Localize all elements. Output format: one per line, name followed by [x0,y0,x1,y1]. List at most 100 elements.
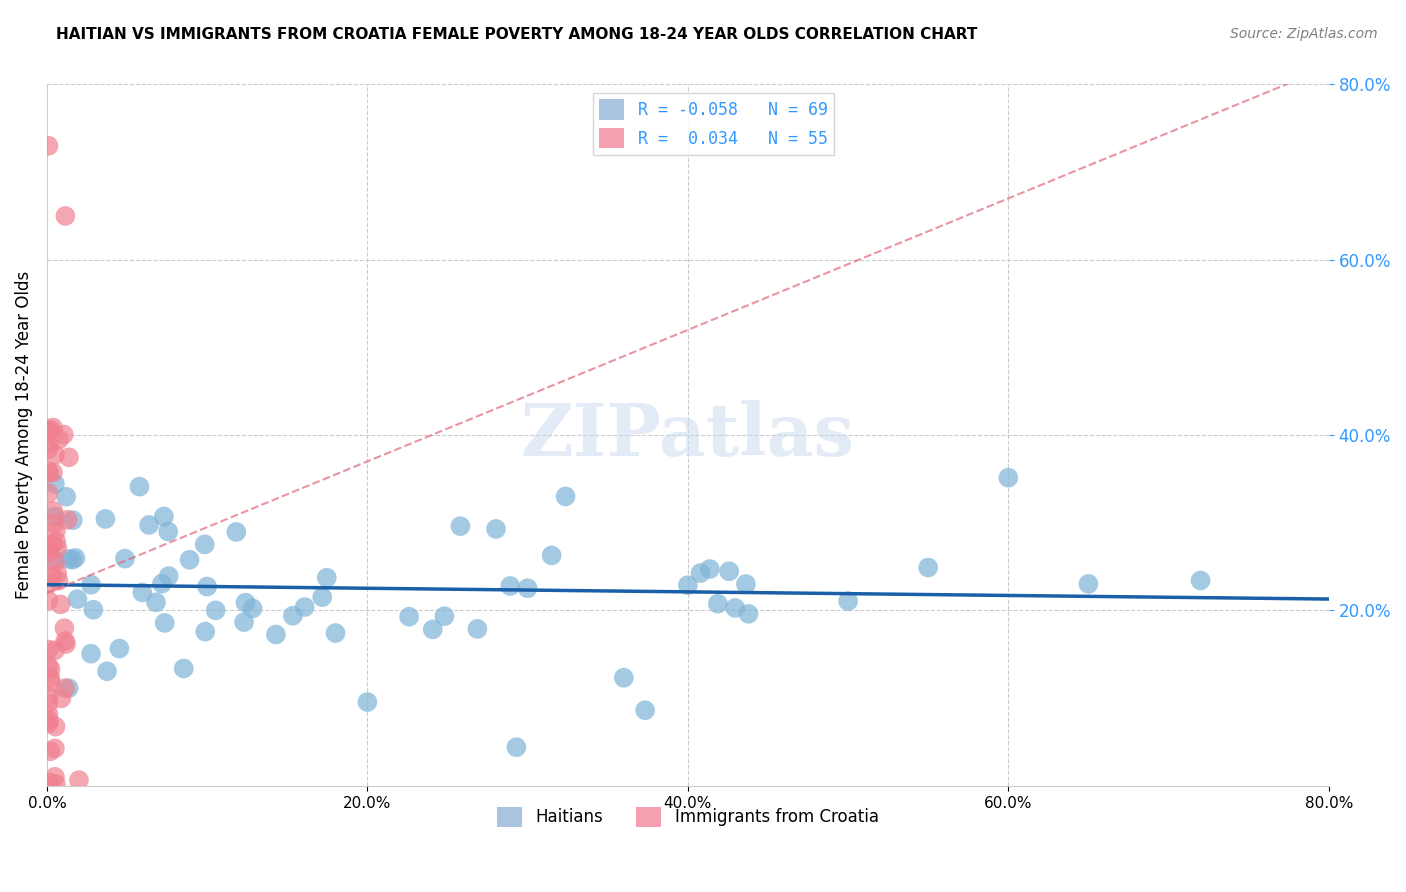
Immigrants from Croatia [44,741,66,756]
Haitians [225,524,247,539]
Immigrants from Croatia [38,576,60,591]
Haitians [1189,574,1212,588]
Immigrants from Croatia [37,138,59,153]
Immigrants from Croatia [46,541,69,555]
Immigrants from Croatia [53,209,76,223]
Haitians [707,597,730,611]
Haitians [145,595,167,609]
Immigrants from Croatia [48,433,70,447]
Haitians [554,490,576,504]
Immigrants from Croatia [44,556,66,570]
Haitians [356,695,378,709]
Haitians [173,661,195,675]
Haitians [737,607,759,621]
Haitians [80,578,103,592]
Haitians [157,569,180,583]
Haitians [467,622,489,636]
Haitians [516,581,538,595]
Immigrants from Croatia [37,593,59,607]
Y-axis label: Female Poverty Among 18-24 Year Olds: Female Poverty Among 18-24 Year Olds [15,271,32,599]
Text: ZIPatlas: ZIPatlas [520,400,855,471]
Immigrants from Croatia [38,465,60,479]
Haitians [62,552,84,566]
Immigrants from Croatia [39,423,62,437]
Haitians [128,480,150,494]
Immigrants from Croatia [37,466,59,480]
Text: HAITIAN VS IMMIGRANTS FROM CROATIA FEMALE POVERTY AMONG 18-24 YEAR OLDS CORRELAT: HAITIAN VS IMMIGRANTS FROM CROATIA FEMAL… [56,27,977,42]
Immigrants from Croatia [56,513,79,527]
Immigrants from Croatia [38,714,60,728]
Haitians [264,627,287,641]
Immigrants from Croatia [39,539,62,553]
Haitians [735,577,758,591]
Immigrants from Croatia [53,634,76,648]
Haitians [80,647,103,661]
Immigrants from Croatia [37,659,59,673]
Immigrants from Croatia [39,662,62,676]
Haitians [150,576,173,591]
Text: Source: ZipAtlas.com: Source: ZipAtlas.com [1230,27,1378,41]
Immigrants from Croatia [37,716,59,731]
Immigrants from Croatia [42,420,65,434]
Immigrants from Croatia [41,569,63,583]
Immigrants from Croatia [52,427,75,442]
Immigrants from Croatia [39,744,62,758]
Immigrants from Croatia [53,621,76,635]
Haitians [194,624,217,639]
Haitians [294,600,316,615]
Haitians [194,537,217,551]
Immigrants from Croatia [45,524,67,538]
Haitians [917,560,939,574]
Haitians [676,578,699,592]
Haitians [195,580,218,594]
Haitians [540,549,562,563]
Immigrants from Croatia [37,486,59,500]
Haitians [204,603,226,617]
Haitians [233,615,256,629]
Immigrants from Croatia [45,777,67,791]
Haitians [153,615,176,630]
Haitians [499,579,522,593]
Immigrants from Croatia [44,448,66,462]
Immigrants from Croatia [44,643,66,657]
Immigrants from Croatia [46,566,69,581]
Haitians [108,641,131,656]
Haitians [699,562,721,576]
Haitians [485,522,508,536]
Immigrants from Croatia [42,504,65,518]
Immigrants from Croatia [37,689,59,703]
Immigrants from Croatia [37,706,59,721]
Haitians [65,550,87,565]
Haitians [1077,577,1099,591]
Haitians [325,626,347,640]
Haitians [242,601,264,615]
Haitians [58,552,80,566]
Immigrants from Croatia [58,450,80,465]
Haitians [613,671,636,685]
Immigrants from Croatia [39,675,62,690]
Immigrants from Croatia [49,598,72,612]
Legend: Haitians, Immigrants from Croatia: Haitians, Immigrants from Croatia [491,800,886,833]
Haitians [997,471,1019,485]
Haitians [96,665,118,679]
Haitians [44,476,66,491]
Immigrants from Croatia [38,546,60,560]
Haitians [58,681,80,696]
Haitians [157,524,180,539]
Immigrants from Croatia [45,534,67,549]
Haitians [131,585,153,599]
Haitians [138,518,160,533]
Immigrants from Croatia [37,642,59,657]
Immigrants from Croatia [44,720,66,734]
Haitians [718,564,741,578]
Immigrants from Croatia [37,696,59,710]
Immigrants from Croatia [37,442,59,456]
Immigrants from Croatia [44,770,66,784]
Haitians [235,596,257,610]
Haitians [311,590,333,604]
Haitians [433,609,456,624]
Haitians [724,601,747,615]
Haitians [94,512,117,526]
Immigrants from Croatia [38,437,60,451]
Haitians [398,609,420,624]
